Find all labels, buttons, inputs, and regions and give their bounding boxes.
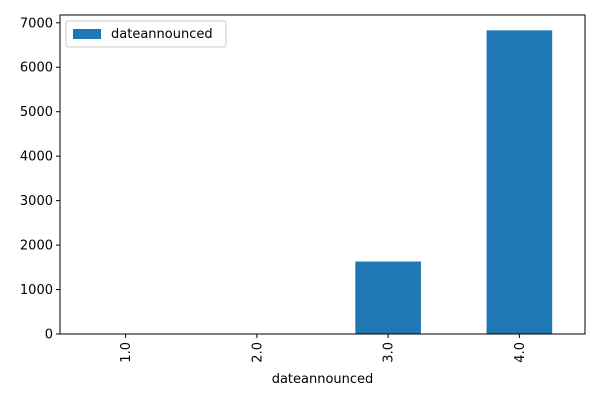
x-tick-label: 2.0 bbox=[250, 342, 265, 363]
x-tick-label: 3.0 bbox=[382, 342, 397, 363]
y-tick-label: 3000 bbox=[20, 194, 53, 209]
x-axis-title: dateannounced bbox=[272, 372, 374, 387]
bar-4.0 bbox=[486, 30, 553, 335]
y-tick-label: 1000 bbox=[20, 283, 53, 298]
y-tick-label: 6000 bbox=[20, 61, 53, 76]
y-tick-label: 2000 bbox=[20, 239, 53, 254]
bar-3.0 bbox=[355, 261, 421, 334]
legend-swatch bbox=[73, 29, 101, 39]
x-axis: 1.0 2.0 3.0 4.0 bbox=[119, 334, 528, 363]
bars-group bbox=[355, 30, 553, 335]
x-tick-label: 1.0 bbox=[119, 342, 134, 363]
y-tick-label: 4000 bbox=[20, 150, 53, 165]
x-tick-label: 4.0 bbox=[513, 342, 528, 363]
y-tick-label: 0 bbox=[45, 328, 53, 343]
plot-frame bbox=[59, 14, 586, 335]
y-tick-label: 5000 bbox=[20, 105, 53, 120]
y-axis: 0 1000 2000 3000 4000 5000 6000 7000 bbox=[20, 16, 60, 343]
y-tick-label: 7000 bbox=[20, 16, 53, 31]
legend: dateannounced bbox=[65, 20, 227, 48]
legend-label: dateannounced bbox=[111, 27, 213, 42]
legend-frame bbox=[65, 20, 227, 48]
